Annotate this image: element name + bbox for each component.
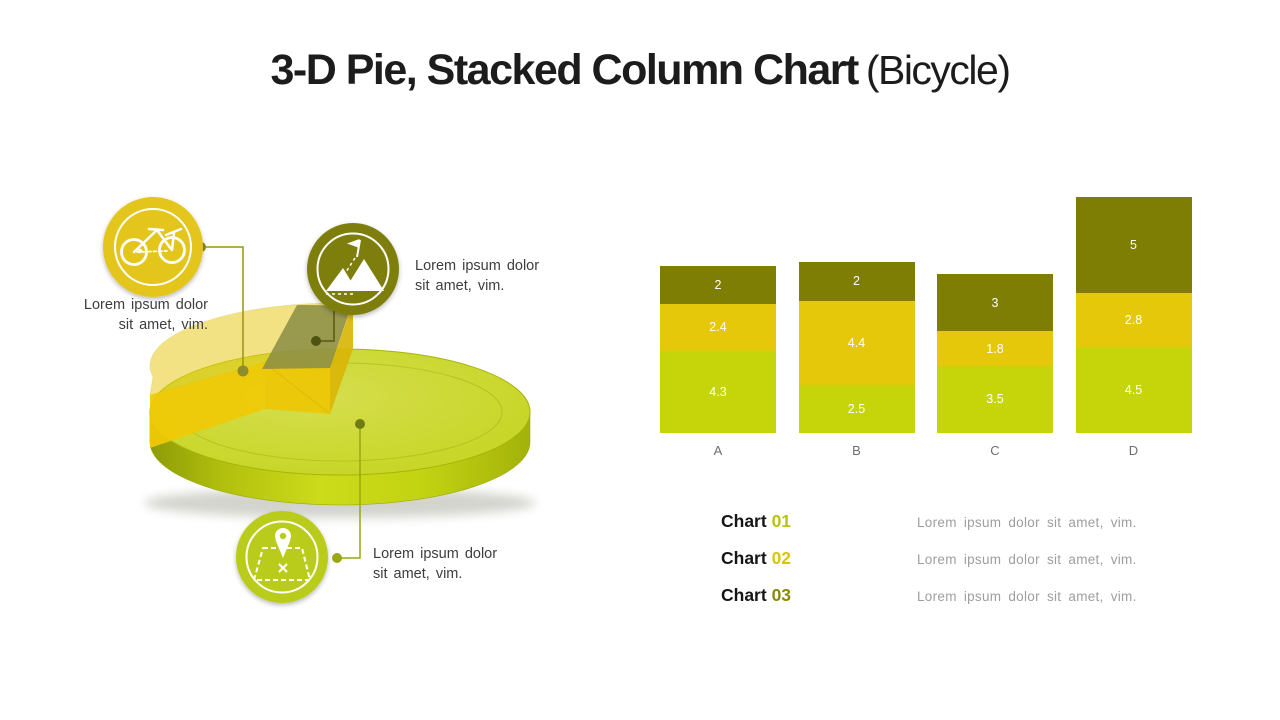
legend-series-label: Chart 01: [721, 511, 917, 532]
category-label: D: [1128, 443, 1139, 458]
bicycle-connector-line: [204, 246, 244, 369]
legend-series-number: 01: [771, 511, 792, 531]
bar-segment: 2.8: [1075, 292, 1192, 347]
bicycle-frame: [132, 227, 183, 254]
pin-tail: [275, 540, 291, 558]
bars-row: 4.3 2.4 2 A 2.5 4.4 2 B 3.5 1.8 3 C 4.5 2.8 5 D: [660, 197, 1194, 458]
legend-description: Lorem ipsum dolor sit amet, vim.: [917, 515, 1137, 530]
bar-segment: 2.4: [660, 304, 776, 351]
bar-value-label: 2: [714, 278, 722, 293]
bicycle-wheel-left: [120, 238, 148, 266]
callout-label-bicycle-line1: Lorem ipsum dolor: [83, 297, 208, 313]
bar-value-label: 5: [1130, 237, 1137, 252]
bar-value-label: 3.5: [986, 392, 1004, 407]
location-connector-dot-start: [355, 419, 365, 429]
legend-row: Chart 03 Lorem ipsum dolor sit amet, vim.: [721, 585, 1137, 607]
legend: Chart 01 Lorem ipsum dolor sit amet, vim.…: [721, 511, 1137, 622]
bar-segment: 3: [937, 273, 1053, 332]
mountain-connector-dot-end: [311, 336, 321, 346]
category-label: B: [852, 443, 861, 458]
mountain-route-dashed: [334, 257, 356, 290]
bar-column: 4.3 2.4 2 A: [660, 266, 776, 458]
bar-value-label: 4.4: [847, 335, 866, 350]
bar-value-label: 2: [853, 274, 860, 289]
bar-segment: 2.5: [798, 385, 915, 433]
mountain-peak-large: [344, 259, 384, 291]
bicycle-icon: [103, 197, 203, 297]
bar-value-label: 2.5: [847, 402, 866, 417]
yellow-wedge-front-face: [150, 362, 265, 448]
yellow-wedge-right-cut-face: [330, 303, 353, 414]
bar-value-label: 4.5: [1124, 382, 1143, 397]
callout-label-mountain-line2: sit amet, vim.: [415, 278, 505, 295]
location-badge-circle: [236, 511, 328, 603]
stacked-bar-chart: 4.3 2.4 2 A 2.5 4.4 2 B 3.5 1.8 3 C 4.5 2.8 5 D: [660, 197, 1194, 467]
legend-series-number: 02: [771, 548, 792, 568]
callout-label-bicycle: Lorem ipsum dolor sit amet, vim.: [38, 295, 208, 336]
bar-segment: 1.8: [937, 331, 1053, 366]
map-x-mark: [278, 563, 288, 573]
bar-segment: 3.5: [937, 365, 1053, 433]
bar-segment: 2: [798, 262, 915, 301]
mountain-flag-icon: [307, 223, 399, 315]
legend-series-label: Chart 02: [721, 548, 917, 569]
bar-column: 3.5 1.8 3 C: [937, 273, 1053, 458]
pie-wedge-olive: [262, 304, 351, 369]
bar-stack: 4.5 2.8 5: [1075, 197, 1192, 433]
legend-series-number: 03: [771, 585, 792, 605]
bar-stack: 3.5 1.8 3: [937, 273, 1053, 433]
callout-label-location-line1: Lorem ipsum dolor: [373, 546, 498, 562]
bar-segment: 5: [1075, 197, 1192, 293]
bar-segment: 4.3: [660, 350, 776, 433]
pin-hole: [279, 532, 287, 540]
location-connector-dot-end: [332, 553, 342, 563]
bar-column: 2.5 4.4 2 B: [798, 262, 915, 458]
legend-series-word: Chart: [721, 585, 772, 605]
legend-series-word: Chart: [721, 511, 772, 531]
callout-label-mountain-line1: Lorem ipsum dolor: [415, 258, 540, 274]
title-suffix: (Bicycle): [865, 47, 1011, 93]
bar-value-label: 3: [991, 295, 999, 310]
legend-series-word: Chart: [721, 548, 772, 568]
location-connector-line: [339, 424, 361, 559]
bar-value-label: 2.8: [1124, 312, 1143, 327]
bar-value-label: 2.4: [709, 320, 727, 335]
category-label: A: [713, 443, 723, 458]
legend-description: Lorem ipsum dolor sit amet, vim.: [917, 552, 1137, 567]
callout-label-bicycle-line2: sit amet, vim.: [118, 317, 208, 334]
yellow-wedge-fold-edge: [264, 362, 330, 414]
bicycle-badge-ring: [114, 208, 192, 286]
bar-segment: 2: [660, 266, 776, 305]
legend-row: Chart 01 Lorem ipsum dolor sit amet, vim.: [721, 511, 1137, 533]
bicycle-badge-circle: [103, 197, 203, 297]
callout-label-location: Lorem ipsum dolor sit amet, vim.: [373, 544, 553, 585]
legend-description: Lorem ipsum dolor sit amet, vim.: [917, 589, 1137, 604]
bicycle-wheel-right: [158, 236, 186, 264]
bar-value-label: 1.8: [986, 341, 1004, 356]
bar-column: 4.5 2.8 5 D: [1075, 197, 1192, 458]
callout-label-mountain: Lorem ipsum dolor sit amet, vim.: [415, 256, 595, 297]
bar-value-label: 4.3: [709, 384, 727, 399]
bar-segment: 4.5: [1075, 346, 1192, 433]
legend-series-label: Chart 03: [721, 585, 917, 606]
bicycle-connector-dot-end: [237, 365, 249, 377]
title-main: 3-D Pie, Stacked Column Chart: [270, 46, 860, 94]
location-badge-ring: [245, 520, 319, 594]
mountain-badge-circle: [307, 223, 399, 315]
bar-stack: 4.3 2.4 2: [660, 266, 776, 433]
slide-title: 3-D Pie, Stacked Column Chart (Bicycle): [0, 46, 1280, 95]
3d-pie-chart: [103, 197, 536, 603]
callout-label-location-line2: sit amet, vim.: [373, 566, 463, 583]
bar-stack: 2.5 4.4 2: [798, 262, 915, 433]
map-outline-dashed: [253, 547, 311, 581]
flag-banner: [347, 239, 360, 248]
bar-segment: 4.4: [798, 300, 915, 386]
category-label: C: [990, 443, 1000, 458]
mountain-badge-ring: [316, 232, 390, 306]
legend-row: Chart 02 Lorem ipsum dolor sit amet, vim.: [721, 548, 1137, 570]
map-pin-icon: [236, 511, 328, 603]
bicycle-crank-dot: [137, 248, 143, 254]
